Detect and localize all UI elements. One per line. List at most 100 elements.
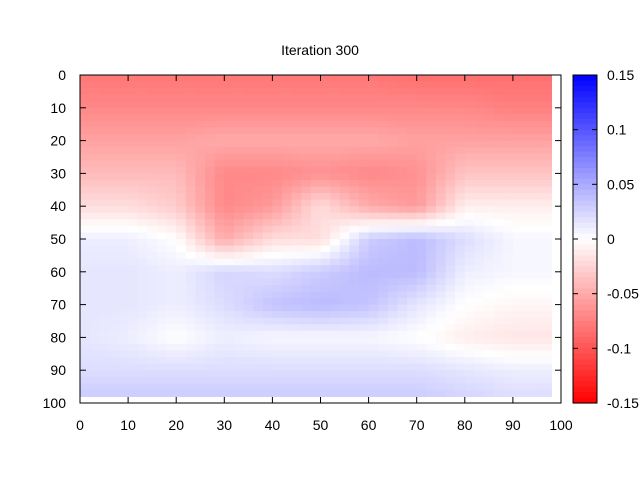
colorbar-segment bbox=[573, 167, 597, 174]
heatmap-cell bbox=[243, 363, 254, 371]
heatmap-cell bbox=[426, 330, 437, 338]
heatmap-cell bbox=[435, 383, 447, 391]
heatmap-cell bbox=[272, 134, 283, 142]
heatmap-cell bbox=[137, 212, 148, 220]
heatmap-cell bbox=[397, 199, 408, 207]
heatmap-cell bbox=[128, 206, 139, 214]
heatmap-cell bbox=[253, 265, 264, 273]
heatmap-cell bbox=[330, 186, 341, 194]
heatmap-cell bbox=[330, 199, 341, 207]
heatmap-cell bbox=[233, 370, 245, 378]
heatmap-cell bbox=[282, 383, 293, 391]
heatmap-cell bbox=[358, 193, 370, 201]
heatmap-cell bbox=[166, 94, 177, 102]
heatmap-cell bbox=[108, 219, 120, 227]
heatmap-cell bbox=[320, 317, 331, 325]
heatmap-cell bbox=[387, 278, 399, 286]
heatmap-cell bbox=[512, 363, 524, 371]
heatmap-cell bbox=[108, 120, 120, 129]
heatmap-cell bbox=[493, 75, 504, 83]
heatmap-cell bbox=[522, 389, 533, 398]
heatmap-cell bbox=[195, 134, 206, 142]
colorbar-segment bbox=[573, 211, 597, 218]
heatmap-cell bbox=[474, 160, 485, 168]
heatmap-cell bbox=[128, 291, 139, 299]
heatmap-cell bbox=[339, 179, 350, 188]
heatmap-cell bbox=[416, 383, 427, 391]
heatmap-cell bbox=[282, 206, 293, 214]
heatmap-cell bbox=[512, 101, 524, 109]
heatmap-cell bbox=[253, 173, 264, 181]
heatmap-cell bbox=[407, 265, 418, 273]
colorbar-segment bbox=[573, 381, 597, 388]
heatmap-cell bbox=[541, 324, 552, 332]
heatmap-cell bbox=[176, 363, 187, 371]
heatmap-cell bbox=[493, 357, 504, 365]
heatmap-cell bbox=[310, 245, 322, 253]
heatmap-cell bbox=[233, 120, 245, 129]
heatmap-cell bbox=[118, 337, 129, 345]
heatmap-cell bbox=[330, 120, 341, 129]
heatmap-cell bbox=[349, 343, 360, 352]
heatmap-cell bbox=[282, 127, 293, 135]
heatmap-cell bbox=[474, 134, 485, 142]
heatmap-cell bbox=[195, 140, 206, 148]
heatmap-cell bbox=[493, 173, 504, 181]
heatmap-cell bbox=[108, 94, 120, 102]
heatmap-cell bbox=[233, 75, 245, 83]
heatmap-cell bbox=[310, 239, 322, 247]
heatmap-cell bbox=[426, 298, 437, 306]
heatmap-cell bbox=[118, 147, 129, 155]
heatmap-cell bbox=[156, 114, 168, 122]
heatmap-cell bbox=[128, 225, 139, 234]
heatmap-cell bbox=[445, 88, 456, 96]
heatmap-cell bbox=[262, 324, 273, 332]
heatmap-cell bbox=[387, 252, 399, 260]
heatmap-cell bbox=[291, 324, 302, 332]
heatmap-cell bbox=[253, 239, 264, 247]
heatmap-cell bbox=[118, 363, 129, 371]
heatmap-cell bbox=[118, 350, 129, 358]
heatmap-cell bbox=[310, 330, 322, 338]
heatmap-cell bbox=[147, 239, 158, 247]
heatmap-cell bbox=[358, 134, 370, 142]
heatmap-cell bbox=[522, 114, 533, 122]
heatmap-cell bbox=[330, 343, 341, 352]
heatmap-cell bbox=[253, 206, 264, 214]
heatmap-cell bbox=[89, 88, 100, 96]
heatmap-cell bbox=[378, 225, 389, 234]
heatmap-cell bbox=[397, 94, 408, 102]
heatmap-cell bbox=[185, 206, 197, 214]
heatmap-cell bbox=[387, 330, 399, 338]
heatmap-cell bbox=[541, 304, 552, 312]
heatmap-cell bbox=[541, 363, 552, 371]
heatmap-cell bbox=[426, 337, 437, 345]
heatmap-cell bbox=[512, 258, 524, 266]
heatmap-cell bbox=[185, 147, 197, 155]
heatmap-cell bbox=[118, 291, 129, 299]
heatmap-cell bbox=[176, 376, 187, 384]
heatmap-cell bbox=[128, 337, 139, 345]
heatmap-cell bbox=[176, 147, 187, 155]
heatmap-cell bbox=[349, 94, 360, 102]
heatmap-cell bbox=[541, 343, 552, 352]
heatmap-cell bbox=[320, 101, 331, 109]
heatmap-cell bbox=[166, 284, 177, 293]
heatmap-cell bbox=[407, 140, 418, 148]
y-tick-label: 40 bbox=[50, 198, 66, 214]
heatmap-cell bbox=[128, 186, 139, 194]
heatmap-cell bbox=[291, 81, 302, 89]
heatmap-cell bbox=[349, 311, 360, 319]
heatmap-cell bbox=[416, 199, 427, 207]
heatmap-cell bbox=[387, 265, 399, 273]
heatmap-cell bbox=[262, 160, 273, 168]
heatmap-cell bbox=[541, 140, 552, 148]
heatmap-cell bbox=[532, 75, 543, 83]
heatmap-cell bbox=[253, 120, 264, 129]
heatmap-cell bbox=[330, 114, 341, 122]
heatmap-cell bbox=[137, 376, 148, 384]
heatmap-cell bbox=[416, 343, 427, 352]
heatmap-cell bbox=[378, 376, 389, 384]
heatmap-cell bbox=[99, 212, 110, 220]
heatmap-cell bbox=[118, 278, 129, 286]
